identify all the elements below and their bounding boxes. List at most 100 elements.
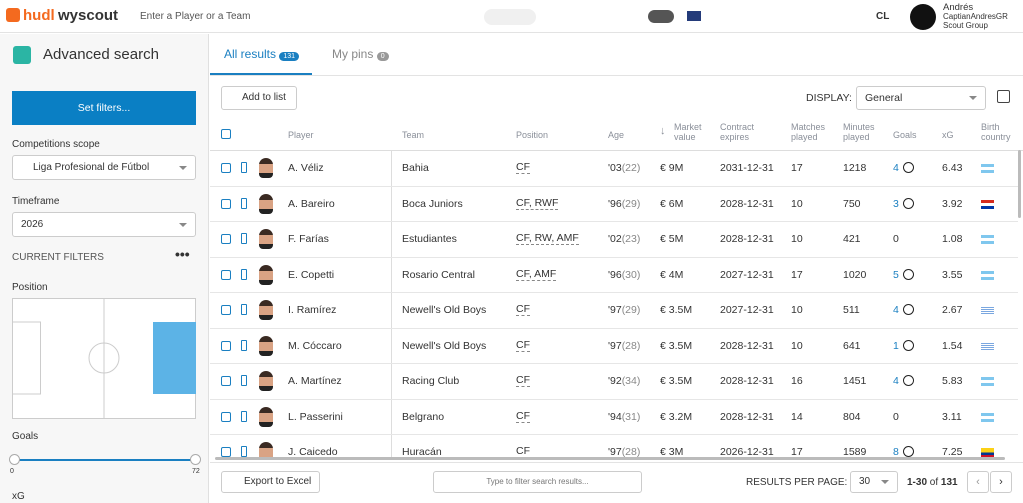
scrollbar[interactable] bbox=[215, 457, 1005, 460]
column-header[interactable]: Position bbox=[516, 130, 549, 140]
column-header[interactable]: Team bbox=[402, 130, 425, 140]
pin-icon[interactable] bbox=[241, 162, 247, 173]
player-name[interactable]: A. Bareiro bbox=[288, 197, 335, 210]
product: wyscout bbox=[58, 7, 119, 24]
pin-icon[interactable] bbox=[241, 339, 247, 351]
columns-button[interactable] bbox=[997, 90, 1010, 103]
add-to-list-button[interactable]: Add to list bbox=[221, 86, 297, 110]
tab[interactable]: My pins 0 bbox=[332, 47, 389, 61]
player-name[interactable]: J. Caicedo bbox=[288, 446, 338, 457]
user-name: Andrés bbox=[943, 2, 974, 13]
column-header[interactable]: Matches played bbox=[791, 122, 826, 142]
scrollbar[interactable] bbox=[1018, 150, 1021, 218]
slider-handle[interactable] bbox=[190, 454, 201, 465]
checkbox[interactable] bbox=[221, 234, 231, 244]
timeframe-select[interactable]: 2026 bbox=[12, 212, 196, 237]
set-filters-button[interactable]: Set filters... bbox=[12, 91, 196, 125]
matches-played: 10 bbox=[791, 233, 803, 245]
pitch[interactable] bbox=[12, 298, 196, 419]
xg: 1.54 bbox=[942, 339, 963, 352]
play-icon[interactable] bbox=[903, 339, 914, 351]
goals[interactable]: 4 bbox=[893, 304, 899, 316]
play-icon[interactable] bbox=[903, 162, 914, 173]
per-page-select[interactable]: 30 bbox=[850, 471, 898, 493]
checkbox[interactable] bbox=[221, 376, 231, 386]
pin-icon[interactable] bbox=[241, 233, 247, 244]
checkbox[interactable] bbox=[221, 198, 231, 209]
goals[interactable]: 5 bbox=[893, 268, 899, 281]
goals[interactable]: 1 bbox=[893, 339, 899, 352]
slider-handle[interactable] bbox=[9, 454, 20, 465]
column-header[interactable]: Age bbox=[608, 130, 625, 140]
table-row[interactable]: J. Caicedo Huracán CF '97(28) € 3M 2026-12-31… bbox=[210, 435, 1018, 457]
goals[interactable]: 4 bbox=[893, 375, 899, 387]
export-button[interactable]: Export to Excel bbox=[221, 471, 320, 493]
tab-underline bbox=[210, 73, 312, 75]
team: Rosario Central bbox=[402, 268, 475, 281]
column-header[interactable]: Goals bbox=[893, 130, 917, 140]
goals[interactable]: 8 bbox=[893, 446, 899, 457]
table-row[interactable]: A. Bareiro Boca Juniors CF, RWF '96(29) € 6M… bbox=[210, 187, 1018, 222]
toggle[interactable] bbox=[648, 10, 674, 23]
minutes-played: 1218 bbox=[843, 162, 867, 174]
table-row[interactable]: M. Cóccaro Newell's Old Boys CF '97(28) € 3.… bbox=[210, 329, 1018, 364]
player-name[interactable]: I. Ramírez bbox=[288, 304, 337, 316]
flag-uk[interactable] bbox=[687, 11, 701, 21]
goals[interactable]: 3 bbox=[893, 197, 899, 210]
more-button[interactable]: ••• bbox=[175, 246, 190, 262]
checkbox[interactable] bbox=[221, 305, 231, 315]
pin-icon[interactable] bbox=[241, 197, 247, 209]
sort-icon[interactable]: ↓ bbox=[660, 125, 666, 137]
player-name[interactable]: M. Cóccaro bbox=[288, 339, 342, 352]
pin-icon[interactable] bbox=[241, 410, 247, 422]
checkbox[interactable] bbox=[221, 447, 231, 457]
pin-icon[interactable] bbox=[241, 268, 247, 280]
column-header[interactable]: Birth country bbox=[981, 122, 1011, 142]
table-row[interactable]: I. Ramírez Newell's Old Boys CF '97(29) € 3.… bbox=[210, 293, 1018, 329]
contract-expires: 2028-12-31 bbox=[720, 375, 774, 387]
player-name[interactable]: F. Farías bbox=[288, 233, 329, 245]
player-name[interactable]: A. Martínez bbox=[288, 375, 342, 387]
tab[interactable]: All results 131 bbox=[224, 47, 300, 61]
competition-select[interactable]: Liga Profesional de Fútbol bbox=[12, 155, 196, 180]
play-icon[interactable] bbox=[903, 268, 914, 280]
display-select[interactable]: General bbox=[856, 86, 986, 110]
region[interactable]: CL bbox=[876, 11, 890, 22]
avatar[interactable] bbox=[910, 4, 936, 30]
column-header[interactable]: Market value bbox=[674, 122, 702, 142]
play-icon[interactable] bbox=[903, 197, 914, 209]
selected-zone bbox=[153, 322, 196, 394]
pin-icon[interactable] bbox=[241, 375, 247, 386]
view-switch[interactable] bbox=[484, 9, 536, 25]
checkbox[interactable] bbox=[221, 411, 231, 422]
player-name[interactable]: L. Passerini bbox=[288, 410, 343, 423]
slider-max: 72 bbox=[192, 468, 200, 475]
table-row[interactable]: E. Copetti Rosario Central CF, AMF '96(30) €… bbox=[210, 258, 1018, 293]
player-name[interactable]: A. Véliz bbox=[288, 162, 324, 174]
table-row[interactable]: A. Martínez Racing Club CF '92(34) € 3.5M 202… bbox=[210, 364, 1018, 400]
prev-page[interactable]: ‹ bbox=[967, 471, 989, 493]
play-icon[interactable] bbox=[903, 304, 914, 315]
column-header[interactable]: Contract expires bbox=[720, 122, 755, 142]
table-row[interactable]: L. Passerini Belgrano CF '94(31) € 3.2M 2028-… bbox=[210, 400, 1018, 435]
table-row[interactable]: A. Véliz Bahia CF '03(22) € 9M 2031-12-31 17 12… bbox=[210, 151, 1018, 187]
pin-icon[interactable] bbox=[241, 446, 247, 457]
play-icon[interactable] bbox=[903, 375, 914, 386]
goals[interactable]: 4 bbox=[893, 162, 899, 174]
column-header[interactable]: xG bbox=[942, 130, 954, 140]
player-photo bbox=[259, 264, 273, 285]
checkbox[interactable] bbox=[221, 340, 231, 351]
column-header[interactable]: Minutes played bbox=[843, 122, 875, 142]
player-name[interactable]: E. Copetti bbox=[288, 268, 335, 281]
column-header[interactable]: Player bbox=[288, 130, 314, 140]
search-box[interactable]: Enter a Player or a Team bbox=[124, 8, 280, 25]
table-row[interactable]: F. Farías Estudiantes CF, RW, AMF '02(23) € … bbox=[210, 222, 1018, 258]
filter-input[interactable]: Type to filter search results... bbox=[433, 471, 642, 493]
team: Newell's Old Boys bbox=[402, 304, 487, 316]
pin-icon[interactable] bbox=[241, 304, 247, 315]
next-page[interactable]: › bbox=[990, 471, 1012, 493]
checkbox[interactable] bbox=[221, 129, 231, 139]
checkbox[interactable] bbox=[221, 269, 231, 280]
play-icon[interactable] bbox=[903, 446, 914, 457]
checkbox[interactable] bbox=[221, 163, 231, 173]
